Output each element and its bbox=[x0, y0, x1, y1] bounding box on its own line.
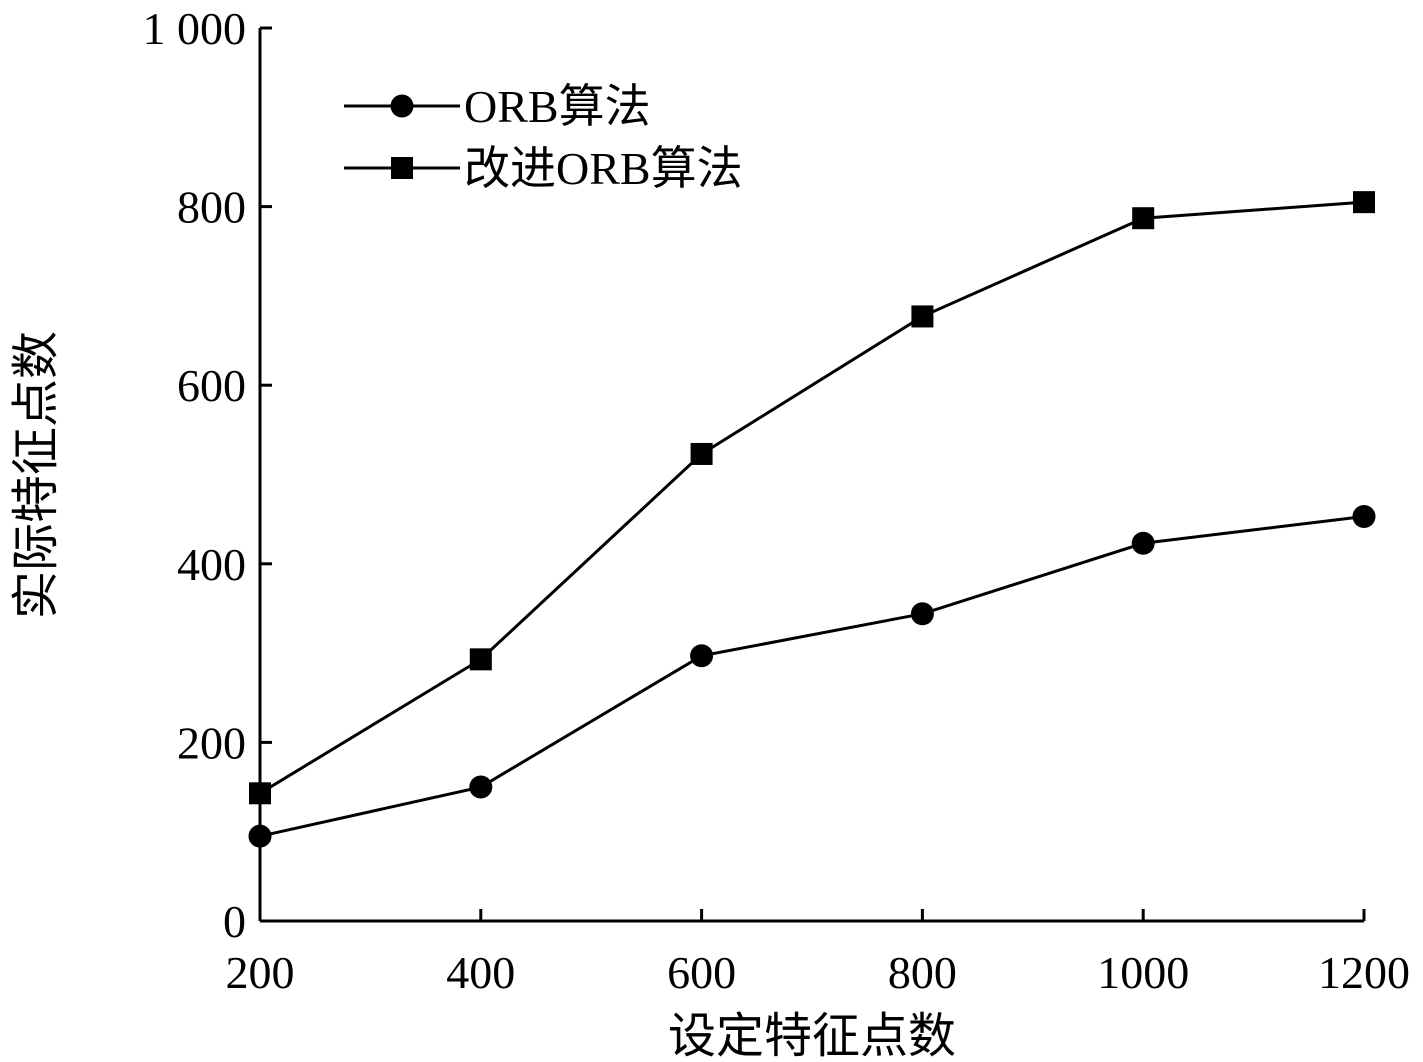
x-axis-title: 设定特征点数 bbox=[668, 1010, 956, 1062]
legend-marker-circle bbox=[390, 94, 414, 118]
legend-item: ORB算法 bbox=[344, 81, 651, 132]
data-point-square bbox=[1132, 207, 1155, 230]
series-line bbox=[259, 514, 1365, 838]
x-tick-label: 800 bbox=[888, 947, 957, 998]
series-circle bbox=[248, 504, 1376, 848]
series-line bbox=[259, 200, 1365, 795]
legend-label: ORB算法 bbox=[464, 81, 651, 132]
x-tick-label: 1000 bbox=[1097, 947, 1189, 998]
data-point-square bbox=[690, 442, 713, 465]
data-point-circle bbox=[469, 775, 493, 799]
y-tick-label: 600 bbox=[177, 360, 246, 411]
x-tick-label: 400 bbox=[446, 947, 515, 998]
data-point-circle bbox=[248, 824, 272, 848]
data-point-square bbox=[249, 782, 271, 805]
legend-item: 改进ORB算法 bbox=[344, 143, 743, 194]
x-tick-label: 1200 bbox=[1318, 947, 1410, 998]
y-tick-label: 1 000 bbox=[143, 3, 247, 54]
data-point-square bbox=[911, 305, 934, 328]
data-point-circle bbox=[1352, 504, 1376, 528]
y-axis-title: 实际特征点数 bbox=[10, 331, 63, 619]
series-layer bbox=[248, 191, 1376, 848]
data-point-circle bbox=[690, 644, 714, 668]
y-tick-label: 800 bbox=[177, 182, 246, 233]
data-point-square bbox=[469, 648, 492, 671]
y-tick-label: 400 bbox=[177, 539, 246, 590]
y-tick-label: 0 bbox=[223, 896, 246, 947]
y-tick-label: 200 bbox=[177, 717, 246, 768]
legend-marker-square bbox=[391, 157, 413, 179]
data-point-circle bbox=[1131, 531, 1155, 555]
y-axis-ticks: 0 200 400 600 800 1 000 bbox=[143, 3, 272, 947]
x-axis-ticks: 200 400 600 800 1000 1200 bbox=[226, 909, 1410, 998]
x-tick-label: 200 bbox=[226, 947, 295, 998]
data-point-circle bbox=[910, 602, 934, 626]
series-square bbox=[249, 191, 1375, 805]
data-point-square bbox=[1353, 191, 1375, 214]
legend-label: 改进ORB算法 bbox=[464, 143, 743, 194]
x-tick-label: 600 bbox=[667, 947, 736, 998]
